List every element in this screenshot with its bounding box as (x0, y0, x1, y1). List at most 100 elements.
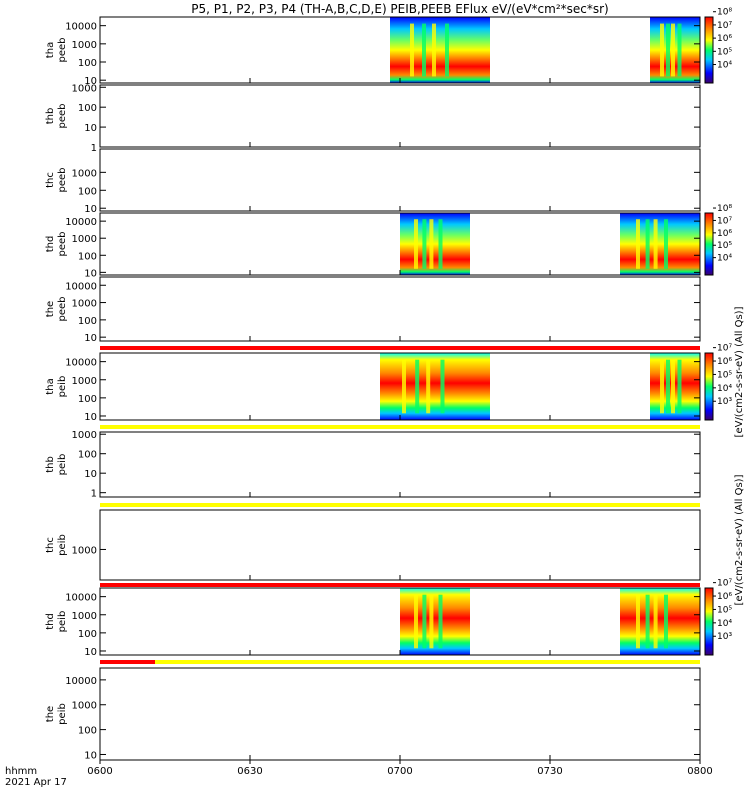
colorbar-scale (704, 352, 714, 421)
panel-label-product: peib (57, 534, 68, 556)
spectrogram-streak (438, 219, 443, 269)
panel-label-probe: the (45, 301, 56, 317)
y-tick-label: 1000 (72, 168, 97, 179)
spectrogram-streak (645, 594, 650, 649)
x-tick-label: 0630 (237, 766, 262, 777)
panel-label-probe: thb (45, 108, 56, 125)
colorbar-tick-label: 10⁸ (717, 8, 732, 18)
spectrogram-streak (671, 359, 675, 414)
colorbar-tick-label: 10³ (717, 397, 732, 407)
panel-label-probe: the (45, 706, 56, 722)
spectrogram-streak (426, 359, 431, 414)
colorbar-tick-label: 10⁶ (717, 34, 732, 44)
panel-tha-peib: 10000 1000 100 10 tha peib (45, 352, 701, 429)
panel-label-probe: thc (45, 172, 56, 188)
panel-label-product: peeb (57, 232, 68, 257)
panel-tha-peeb: 10000 1000 100 10 tha peeb (45, 16, 701, 87)
colorbar-tick-label: 10⁶ (717, 229, 732, 239)
spectrogram-streak (415, 359, 420, 414)
flag-bar-yellow (100, 503, 700, 507)
y-tick-label: 10000 (65, 22, 97, 33)
spectrogram-streak (664, 219, 668, 269)
panel-frame (99, 509, 701, 581)
panel-label-product: peib (57, 611, 68, 633)
panel-label-product: peeb (57, 297, 68, 322)
colorbar-tick-label: 10⁷ (717, 579, 732, 589)
y-tick-label: 100 (78, 316, 97, 327)
colorbar-tick-label: 10⁴ (717, 619, 732, 629)
y-tick-label: 100 (78, 58, 97, 69)
colorbar-tick-label: 10⁴ (717, 384, 732, 394)
y-tick-label: 100 (78, 251, 97, 262)
y-tick-label: 10 (84, 333, 97, 344)
y-tick-label: 1 (91, 143, 97, 154)
y-tick-label: 100 (78, 394, 97, 405)
y-tick-label: 10 (84, 412, 97, 423)
y-tick-label: 1 (91, 489, 97, 500)
panel-frame (99, 667, 701, 761)
y-tick-label: 100 (78, 186, 97, 197)
y-tick-label: 1000 (72, 299, 97, 310)
y-tick-label: 10 (84, 123, 97, 134)
spectrogram-block (390, 17, 490, 83)
panel-thc-peeb: 1000 100 10 thc peeb (45, 148, 701, 215)
x-tick-label: 0730 (537, 766, 562, 777)
colorbar-tick-label: 10⁵ (717, 241, 732, 251)
colorbar-tick-label: 10⁷ (717, 216, 732, 226)
spectrogram-streak (429, 594, 434, 649)
spectrogram-streak (666, 23, 670, 77)
spectrogram-streak (402, 359, 406, 414)
flag-bar-yellow (155, 660, 700, 664)
y-tick-label: 100 (78, 629, 97, 640)
panel-label-probe: thd (45, 236, 56, 253)
y-tick-label: 10 (84, 204, 97, 215)
colorbar-scale (704, 587, 714, 656)
panel-thb-peeb: 1000 100 10 1 thb peeb (45, 83, 701, 154)
colorbar-tick-label: 10⁵ (717, 605, 732, 615)
spectrogram-streak (677, 23, 682, 77)
panel-label-probe: tha (45, 42, 56, 58)
spectrogram-streak (653, 219, 658, 269)
y-tick-label: 10000 (65, 593, 97, 604)
y-tick-label: 10000 (65, 676, 97, 687)
y-tick-label: 1000 (72, 701, 97, 712)
colorbars: 10⁸10⁷10⁶10⁵10⁴10⁸10⁷10⁶10⁵10⁴10⁷10⁶10⁵1… (704, 8, 732, 656)
spectrogram-streak (414, 219, 418, 269)
colorbar-scale (704, 16, 714, 84)
flag-bar-red (100, 660, 155, 664)
spectrogram-streak (636, 594, 640, 649)
spectrogram-streak (671, 23, 675, 77)
chart-title: P5, P1, P2, P3, P4 (TH-A,B,C,D,E) PEIB,P… (191, 2, 608, 16)
panel-label-product: peeb (57, 168, 68, 193)
panel-frame (99, 148, 701, 212)
panel-label-product: peib (57, 703, 68, 725)
panel-thd-peib: 10000 1000 100 10 thd peib (45, 587, 701, 664)
flag-bar-red (100, 583, 700, 587)
spectrogram-block (380, 353, 490, 420)
y-tick-label: 1000 (72, 83, 97, 94)
colorbar-scale (704, 212, 714, 276)
y-tick-label: 10000 (65, 281, 97, 292)
panel-frame (99, 431, 701, 498)
panel-label-probe: thb (45, 456, 56, 473)
y-tick-label: 1000 (72, 430, 97, 441)
panel-frame (99, 84, 701, 148)
y-tick-label: 1000 (72, 234, 97, 245)
spectrogram-streak (429, 219, 434, 269)
flag-bar-yellow (100, 425, 700, 429)
x-tick-label: 0800 (687, 766, 712, 777)
spectrogram-streak (440, 359, 445, 414)
panel-label-probe: tha (45, 378, 56, 394)
y-tick-label: 1000 (72, 40, 97, 51)
colorbar-tick-label: 10³ (717, 632, 732, 642)
colorbar-tha-peib: 10⁷ 10⁶ 10⁵ 10⁴ 10³ (704, 344, 732, 421)
spectrogram-streak (660, 23, 664, 77)
panel-thc-peib: 1000 thc peib (45, 509, 701, 587)
spectrogram-streak (653, 594, 658, 649)
y-tick-label: 10000 (65, 217, 97, 228)
panel-label-product: peib (57, 376, 68, 398)
spectrogram-streak (666, 359, 670, 414)
panel-the-peeb: 10000 1000 100 10 the peeb (45, 276, 701, 350)
colorbar-tick-label: 10⁸ (717, 204, 732, 214)
